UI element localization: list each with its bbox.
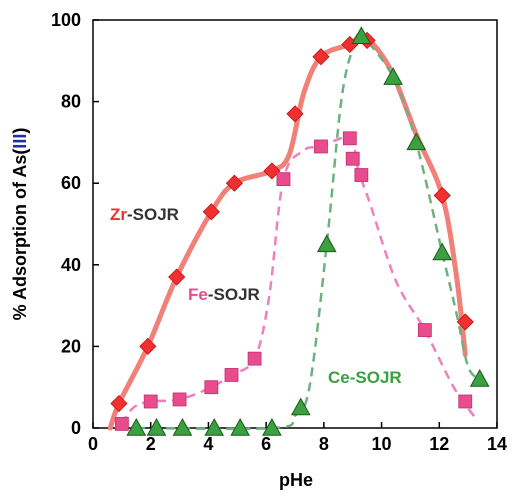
- tick-labels: 0 2 4 6 8 10 12 14 0 20 40 60 80 100: [51, 10, 507, 454]
- ce-fit-curve: [136, 33, 481, 431]
- annotation-fe: Fe-SOJR: [188, 285, 260, 304]
- y-axis-label: % Adsorption of As(III): [10, 128, 30, 321]
- zr-point: [202, 203, 220, 221]
- x-axis-label: pHe: [279, 470, 313, 490]
- fe-point: [172, 392, 187, 407]
- ce-point: [351, 26, 372, 45]
- data-markers: [110, 26, 490, 436]
- zr-point: [168, 268, 186, 286]
- zr-point: [110, 394, 128, 413]
- annotation-ce: Ce-SOJR: [328, 368, 402, 387]
- x-tick-label: 10: [372, 434, 392, 454]
- ce-point: [172, 417, 193, 436]
- ce-point: [383, 67, 403, 85]
- y-axis-label-roman: III: [10, 134, 30, 149]
- y-axis-label-suffix: ): [10, 128, 30, 134]
- ce-point: [316, 234, 337, 253]
- annotation-ce-suffix: -SOJR: [350, 368, 402, 387]
- zr-point: [139, 337, 157, 355]
- annotation-ce-prefix: Ce: [328, 368, 350, 387]
- fe-point: [204, 380, 219, 395]
- fe-point: [247, 351, 262, 366]
- ce-point: [262, 417, 282, 436]
- fe-point: [314, 139, 328, 154]
- y-tick-label: 80: [61, 92, 81, 112]
- y-tick-label: 0: [71, 418, 81, 438]
- ce-point: [290, 397, 311, 416]
- y-tick-label: 60: [61, 173, 81, 193]
- x-tick-label: 8: [319, 434, 329, 454]
- x-tick-label: 4: [203, 434, 213, 454]
- fe-point: [114, 417, 129, 431]
- y-axis-label-prefix: % Adsorption of As(: [10, 149, 30, 321]
- ce-point: [230, 417, 251, 436]
- x-tick-label: 12: [429, 434, 449, 454]
- x-tick-label: 0: [88, 434, 98, 454]
- fe-point: [342, 131, 357, 146]
- y-tick-label: 100: [51, 10, 81, 30]
- annotation-zr-suffix: -SOJR: [127, 205, 179, 224]
- ce-point: [406, 132, 427, 151]
- zr-point: [456, 313, 474, 331]
- zr-point: [433, 186, 451, 205]
- annotation-fe-prefix: Fe: [188, 285, 208, 304]
- plot-area: [92, 19, 498, 429]
- fe-point: [276, 172, 291, 187]
- zr-point: [225, 174, 243, 192]
- annotation-zr: Zr-SOJR: [110, 205, 179, 224]
- ce-point: [126, 417, 147, 436]
- fe-point: [143, 394, 158, 409]
- fit-curves: [107, 32, 481, 431]
- x-tick-label: 14: [487, 434, 507, 454]
- x-tick-label: 6: [261, 434, 271, 454]
- y-axis-label-group: % Adsorption of As(III): [10, 128, 30, 321]
- y-tick-label: 40: [61, 255, 81, 275]
- x-tick-label: 2: [146, 434, 156, 454]
- annotation-fe-suffix: -SOJR: [208, 285, 260, 304]
- y-tick-label: 20: [61, 336, 81, 356]
- zr-point: [286, 105, 304, 123]
- zr-point: [263, 162, 281, 180]
- ce-point: [146, 417, 167, 436]
- ce-point: [432, 242, 453, 261]
- fe-point: [224, 368, 239, 382]
- fe-point: [354, 168, 369, 182]
- annotation-zr-prefix: Zr: [110, 205, 127, 224]
- ce-point: [204, 417, 225, 436]
- fe-point: [345, 151, 360, 166]
- zr-point: [312, 48, 330, 66]
- zr-fit-curve: [107, 32, 468, 431]
- axis-ticks: [92, 19, 498, 429]
- ce-point: [469, 369, 490, 387]
- fe-point: [458, 394, 473, 409]
- fe-point: [417, 323, 432, 337]
